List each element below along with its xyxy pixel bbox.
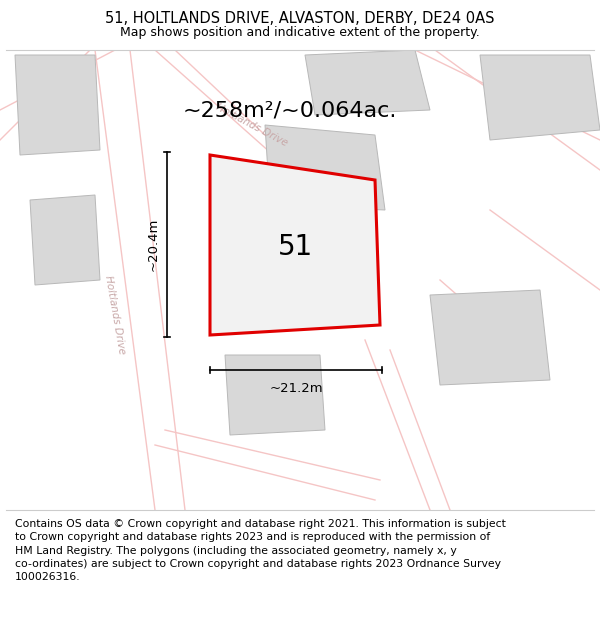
Polygon shape (30, 195, 100, 285)
Polygon shape (265, 125, 385, 210)
Polygon shape (430, 290, 550, 385)
Text: 51, HOLTLANDS DRIVE, ALVASTON, DERBY, DE24 0AS: 51, HOLTLANDS DRIVE, ALVASTON, DERBY, DE… (105, 11, 495, 26)
Polygon shape (480, 55, 600, 140)
Text: ~258m²/~0.064ac.: ~258m²/~0.064ac. (183, 100, 397, 120)
Polygon shape (210, 155, 380, 335)
Text: Holtlands Drive: Holtlands Drive (103, 275, 127, 355)
Polygon shape (15, 55, 100, 155)
Text: Contains OS data © Crown copyright and database right 2021. This information is : Contains OS data © Crown copyright and d… (15, 519, 506, 582)
Text: ~21.2m: ~21.2m (269, 381, 323, 394)
Polygon shape (305, 50, 430, 115)
Polygon shape (225, 355, 325, 435)
Text: Holtlands Drive: Holtlands Drive (214, 102, 290, 148)
Text: Map shows position and indicative extent of the property.: Map shows position and indicative extent… (120, 26, 480, 39)
Text: ~20.4m: ~20.4m (146, 217, 160, 271)
Text: 51: 51 (277, 233, 313, 261)
